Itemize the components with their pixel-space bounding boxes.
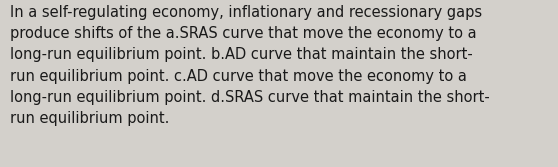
- Text: In a self-regulating economy, inflationary and recessionary gaps
produce shifts : In a self-regulating economy, inflationa…: [10, 5, 490, 126]
